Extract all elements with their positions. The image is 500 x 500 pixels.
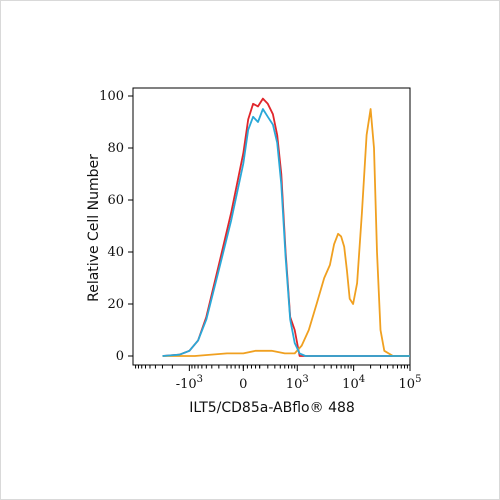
y-tick-label-0: 0: [116, 349, 124, 364]
plot-area-border: [132, 87, 411, 366]
x-tick-label-4: 105: [399, 374, 422, 392]
x-tick-label-2: 103: [286, 374, 309, 392]
series-line-3: [162, 108, 410, 357]
y-tick-label-40: 40: [107, 245, 124, 260]
x-axis-label: ILT5/CD85a-ABflo® 488: [189, 400, 355, 416]
y-tick-label-20: 20: [107, 297, 124, 312]
x-tick-label-0: -103: [176, 374, 203, 392]
y-tick-label-60: 60: [107, 193, 124, 208]
x-tick-label-3: 104: [342, 374, 365, 392]
y-axis-label: Relative Cell Number: [86, 154, 102, 302]
axis-layer: 0 20 40 60 80 100 -103 0 103 104 105: [99, 89, 421, 392]
y-tick-label-80: 80: [107, 141, 124, 156]
x-tick-label-1: 0: [239, 377, 247, 392]
series-layer: [162, 97, 410, 357]
series-line-2: [162, 108, 410, 357]
y-tick-label-100: 100: [99, 89, 124, 104]
